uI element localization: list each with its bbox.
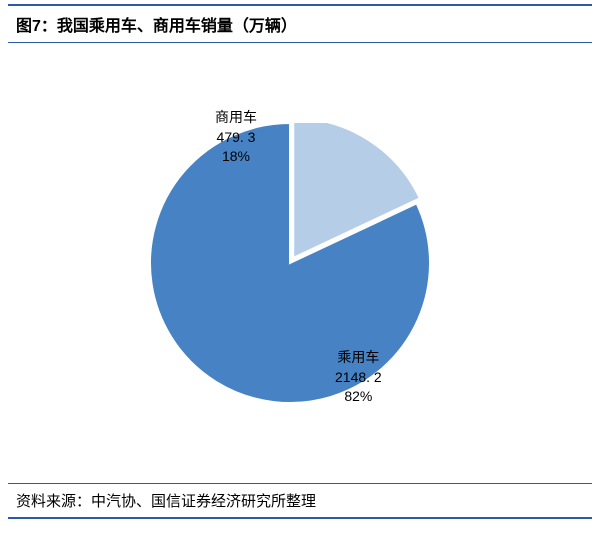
pie-chart [150,123,430,403]
chart-area: 商用车 479. 3 18% 乘用车 2148. 2 82% [0,43,600,483]
chart-title: 图7：我国乘用车、商用车销量（万辆） [16,12,584,36]
chart-source: 资料来源：中汽协、国信证券经济研究所整理 [16,490,584,511]
chart-footer-bar: 资料来源：中汽协、国信证券经济研究所整理 [8,483,592,519]
slice-label-commercial: 商用车 479. 3 18% [215,108,257,167]
chart-title-bar: 图7：我国乘用车、商用车销量（万辆） [8,4,592,43]
slice-label-passenger: 乘用车 2148. 2 82% [335,348,382,407]
